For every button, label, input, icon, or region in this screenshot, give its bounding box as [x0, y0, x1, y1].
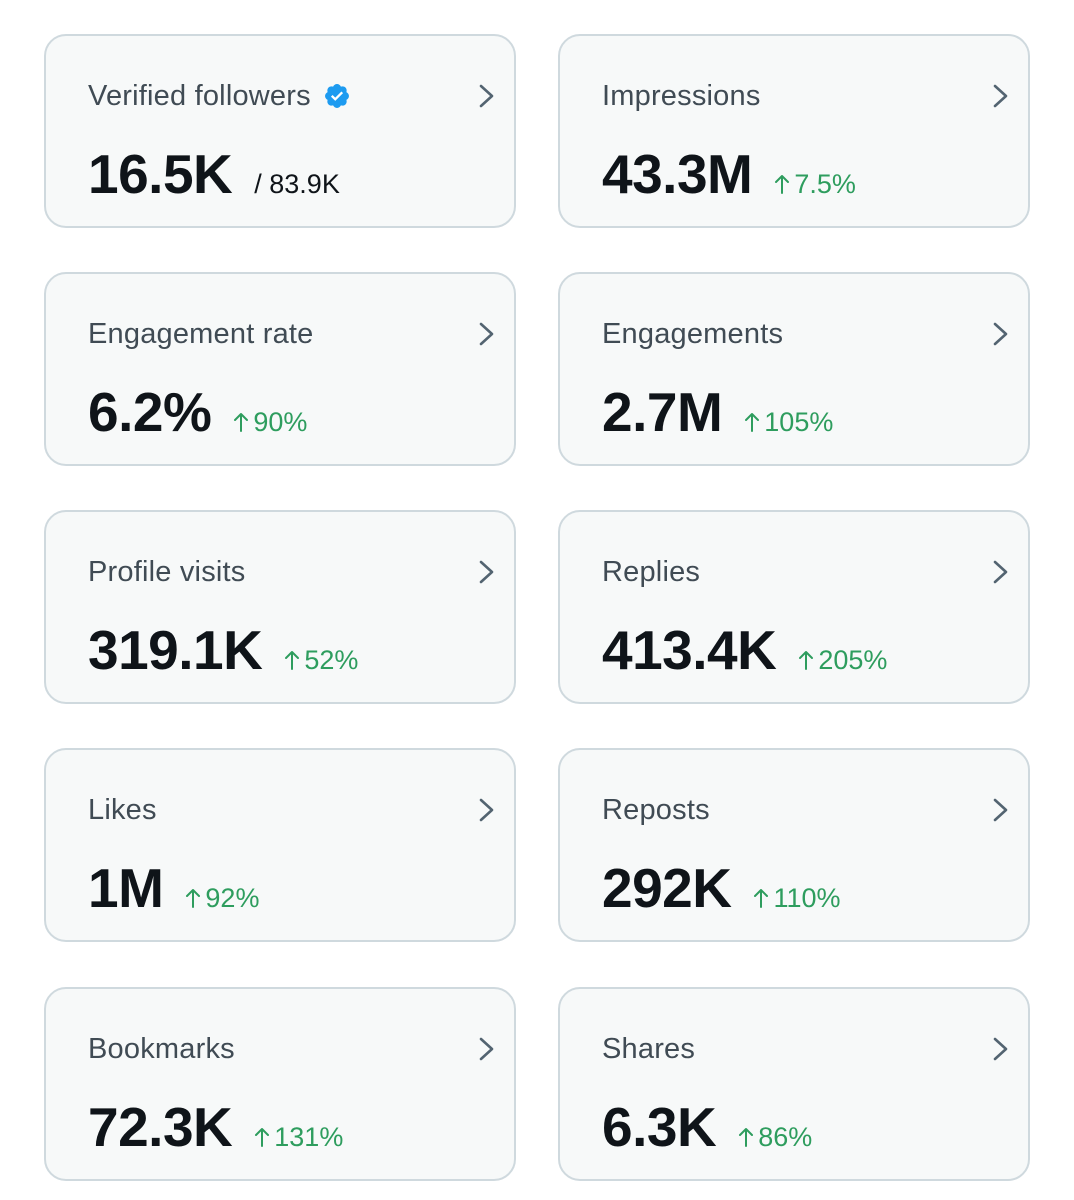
card-likes[interactable]: Likes 1M 92% — [44, 748, 516, 942]
card-label: Profile visits — [88, 556, 246, 588]
card-total: / 83.9K — [254, 169, 340, 199]
chevron-right-icon[interactable] — [992, 558, 1010, 586]
card-replies[interactable]: Replies 413.4K 205% — [558, 510, 1030, 704]
change-indicator: 86% — [738, 1122, 812, 1153]
chevron-right-icon[interactable] — [992, 1035, 1010, 1063]
value-row: 2.7M 105% — [602, 382, 833, 442]
card-label: Impressions — [602, 80, 761, 112]
card-value: 1M — [88, 857, 164, 919]
change-value: 105% — [764, 407, 834, 437]
value-row: 6.3K 86% — [602, 1097, 812, 1157]
card-label: Reposts — [602, 794, 710, 826]
card-value: 319.1K — [88, 619, 263, 681]
verified-badge-icon — [324, 84, 349, 108]
card-shares[interactable]: Shares 6.3K 86% — [558, 987, 1030, 1181]
card-profile-visits[interactable]: Profile visits 319.1K 52% — [44, 510, 516, 704]
arrow-up-icon — [186, 889, 201, 908]
chevron-right-icon[interactable] — [992, 82, 1010, 110]
chevron-right-icon[interactable] — [992, 796, 1010, 824]
card-value: 2.7M — [602, 381, 723, 443]
arrow-up-icon — [754, 889, 769, 908]
arrow-up-icon — [285, 651, 300, 670]
arrow-up-icon — [234, 413, 249, 432]
card-label: Replies — [602, 556, 701, 588]
card-label: Engagements — [602, 318, 784, 350]
chevron-right-icon[interactable] — [478, 1035, 496, 1063]
card-bookmarks[interactable]: Bookmarks 72.3K 131% — [44, 987, 516, 1181]
value-row: 413.4K 205% — [602, 620, 887, 680]
arrow-up-icon — [775, 175, 790, 194]
card-label: Likes — [88, 794, 157, 826]
card-value: 6.3K — [602, 1096, 717, 1158]
card-label: Verified followers — [88, 78, 351, 114]
card-value: 43.3M — [602, 143, 753, 205]
value-row: 43.3M 7.5% — [602, 144, 856, 204]
card-value: 292K — [602, 857, 732, 919]
chevron-right-icon[interactable] — [478, 558, 496, 586]
change-indicator: 110% — [753, 883, 841, 914]
arrow-up-icon — [745, 413, 760, 432]
value-row: 72.3K 131% — [88, 1097, 343, 1157]
card-label: Bookmarks — [88, 1033, 235, 1065]
card-engagement-rate[interactable]: Engagement rate 6.2% 90% — [44, 272, 516, 466]
card-value: 413.4K — [602, 619, 777, 681]
arrow-up-icon — [255, 1128, 270, 1147]
card-engagements[interactable]: Engagements 2.7M 105% — [558, 272, 1030, 466]
value-row: 6.2% 90% — [88, 382, 307, 442]
arrow-up-icon — [739, 1128, 754, 1147]
card-label: Shares — [602, 1033, 696, 1065]
change-indicator: 92% — [185, 883, 259, 914]
change-indicator: 131% — [254, 1122, 343, 1153]
change-value: 92% — [205, 883, 260, 913]
change-value: 131% — [274, 1122, 344, 1152]
change-indicator: 52% — [284, 645, 358, 676]
change-value: 205% — [818, 645, 888, 675]
change-value: 7.5% — [794, 169, 856, 199]
change-value: 110% — [773, 883, 841, 913]
change-value: 86% — [758, 1122, 813, 1152]
change-value: 90% — [253, 407, 308, 437]
card-value: 72.3K — [88, 1096, 233, 1158]
change-indicator: 7.5% — [774, 169, 856, 200]
card-verified-followers[interactable]: Verified followers 16.5K / 83.9K — [44, 34, 516, 228]
value-row: 1M 92% — [88, 858, 259, 918]
chevron-right-icon[interactable] — [478, 82, 496, 110]
card-label: Engagement rate — [88, 318, 314, 350]
card-reposts[interactable]: Reposts 292K 110% — [558, 748, 1030, 942]
chevron-right-icon[interactable] — [478, 320, 496, 348]
card-label-text: Verified followers — [88, 80, 311, 112]
chevron-right-icon[interactable] — [478, 796, 496, 824]
value-row: 16.5K / 83.9K — [88, 144, 340, 204]
card-value: 16.5K — [88, 143, 233, 205]
arrow-up-icon — [799, 651, 814, 670]
change-indicator: 90% — [233, 407, 307, 438]
value-row: 319.1K 52% — [88, 620, 358, 680]
change-indicator: 205% — [798, 645, 887, 676]
card-value: 6.2% — [88, 381, 212, 443]
card-impressions[interactable]: Impressions 43.3M 7.5% — [558, 34, 1030, 228]
change-value: 52% — [304, 645, 359, 675]
change-indicator: 105% — [744, 407, 833, 438]
value-row: 292K 110% — [602, 858, 841, 918]
chevron-right-icon[interactable] — [992, 320, 1010, 348]
